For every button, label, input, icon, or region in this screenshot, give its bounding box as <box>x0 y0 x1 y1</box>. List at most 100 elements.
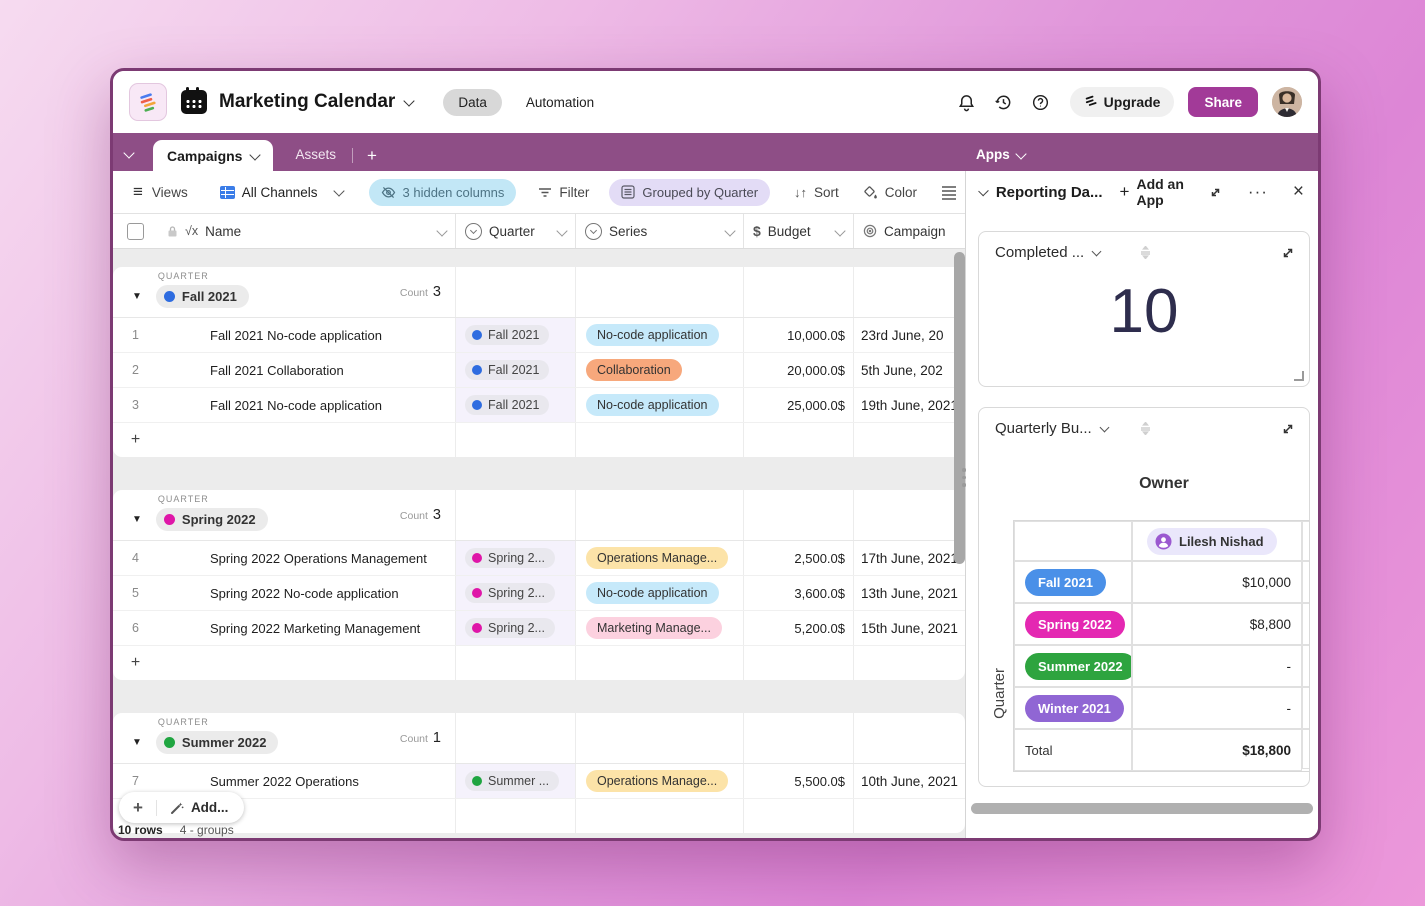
column-header-series[interactable]: Series <box>575 214 743 248</box>
cell-name[interactable]: Summer 2022 Operations <box>210 773 359 789</box>
cell-name[interactable]: Spring 2022 No-code application <box>210 585 399 601</box>
cell-campaign-date[interactable]: 19th June, 2021 <box>853 388 965 422</box>
avatar[interactable] <box>1272 87 1302 117</box>
group-collapse-icon[interactable]: ▼ <box>132 514 142 525</box>
upgrade-button[interactable]: Upgrade <box>1069 87 1175 117</box>
hidden-columns-button[interactable]: 3 hidden columns <box>368 178 517 206</box>
name-column-caret-icon[interactable] <box>436 225 448 237</box>
help-icon[interactable] <box>1030 91 1052 113</box>
metric-card-caret-icon[interactable] <box>1091 246 1102 257</box>
column-header-quarter[interactable]: Quarter <box>455 214 575 248</box>
pivot-card-title[interactable]: Quarterly Bu... <box>995 420 1092 437</box>
cell-campaign-date[interactable]: 23rd June, 20 <box>853 318 965 352</box>
cell-quarter[interactable]: Fall 2021 <box>455 318 575 352</box>
table-row[interactable]: 5 Spring 2022 No-code application Spring… <box>113 576 965 611</box>
pivot-card-caret-icon[interactable] <box>1099 422 1110 433</box>
stackby-logo[interactable] <box>129 83 167 121</box>
cell-name[interactable]: Fall 2021 No-code application <box>210 327 382 343</box>
cell-name[interactable]: Fall 2021 Collaboration <box>210 362 344 378</box>
cell-quarter[interactable]: Spring 2... <box>455 611 575 645</box>
cell-campaign-date[interactable]: 5th June, 202 <box>853 353 965 387</box>
horizontal-scrollbar[interactable] <box>971 803 1313 814</box>
card-expand-icon[interactable] <box>1281 246 1295 260</box>
cell-quarter[interactable]: Fall 2021 <box>455 388 575 422</box>
group-add-row-button[interactable]: + <box>113 646 965 680</box>
series-column-caret-icon[interactable] <box>724 225 736 237</box>
sort-button[interactable]: ↓↑ Sort <box>794 184 839 200</box>
group-add-row-button[interactable]: + <box>113 423 965 457</box>
column-header-budget[interactable]: $ Budget <box>743 214 853 248</box>
group-value-chip[interactable]: Spring 2022 <box>155 508 268 531</box>
share-button[interactable]: Share <box>1188 87 1258 117</box>
tab-campaigns[interactable]: Campaigns <box>153 140 274 171</box>
views-button[interactable]: ≡ Views <box>133 182 188 201</box>
pivot-column-header[interactable]: Lilesh Nishad <box>1132 521 1302 561</box>
cell-quarter[interactable]: Summer ... <box>455 764 575 798</box>
cell-budget[interactable]: 5,200.0$ <box>743 611 853 645</box>
group-value-chip[interactable]: Summer 2022 <box>155 731 279 754</box>
group-collapse-icon[interactable]: ▼ <box>132 291 142 302</box>
cell-budget[interactable]: 20,000.0$ <box>743 353 853 387</box>
add-record-plus-icon[interactable]: + <box>133 797 143 817</box>
grouped-by-button[interactable]: Grouped by Quarter <box>609 178 771 206</box>
card-drag-handle-icon[interactable] <box>1139 422 1152 435</box>
title-chevron-down-icon[interactable] <box>403 94 415 107</box>
cell-campaign-date[interactable]: 17th June, 2021 <box>853 541 965 575</box>
group-value-chip[interactable]: Fall 2021 <box>155 285 249 308</box>
add-button[interactable]: Add... <box>170 800 228 815</box>
notifications-bell-icon[interactable] <box>956 91 978 113</box>
cell-budget[interactable]: 2,500.0$ <box>743 541 853 575</box>
cell-series[interactable]: Collaboration <box>575 353 743 387</box>
table-row[interactable]: 2 Fall 2021 Collaboration Fall 2021 Coll… <box>113 353 965 388</box>
cell-series[interactable]: Operations Manage... <box>575 764 743 798</box>
color-button[interactable]: Color <box>863 185 917 200</box>
view-selector[interactable]: All Channels <box>219 185 345 200</box>
cell-name[interactable]: Spring 2022 Operations Management <box>210 550 427 566</box>
cell-series[interactable]: No-code application <box>575 576 743 610</box>
panel-resize-handle[interactable] <box>962 468 966 487</box>
column-header-name[interactable]: √x Name <box>158 214 455 248</box>
cell-campaign-date[interactable]: 15th June, 2021 <box>853 611 965 645</box>
budget-column-caret-icon[interactable] <box>834 225 846 237</box>
cell-quarter[interactable]: Spring 2... <box>455 541 575 575</box>
add-an-app-button[interactable]: + Add an App <box>1119 176 1184 208</box>
cell-budget[interactable]: 3,600.0$ <box>743 576 853 610</box>
apps-menu[interactable]: Apps <box>976 147 1027 162</box>
vertical-scrollbar[interactable] <box>954 252 965 564</box>
table-row[interactable]: 7 Summer 2022 Operations Summer ... Oper… <box>113 764 965 799</box>
quarter-column-caret-icon[interactable] <box>556 225 568 237</box>
cell-budget[interactable]: 25,000.0$ <box>743 388 853 422</box>
cell-budget[interactable]: 10,000.0$ <box>743 318 853 352</box>
nav-data-pill[interactable]: Data <box>443 88 502 116</box>
cell-name[interactable]: Fall 2021 No-code application <box>210 397 382 413</box>
cell-quarter[interactable]: Spring 2... <box>455 576 575 610</box>
column-header-campaign[interactable]: Campaign <box>853 214 965 248</box>
card-drag-handle-icon[interactable] <box>1139 246 1152 259</box>
filter-button[interactable]: Filter <box>538 185 589 200</box>
cell-series[interactable]: Operations Manage... <box>575 541 743 575</box>
table-row[interactable]: 1 Fall 2021 No-code application Fall 202… <box>113 318 965 353</box>
panel-expand-icon[interactable] <box>1208 185 1223 200</box>
table-row[interactable]: 4 Spring 2022 Operations Management Spri… <box>113 541 965 576</box>
cell-name[interactable]: Spring 2022 Marketing Management <box>210 620 421 636</box>
nav-automation[interactable]: Automation <box>525 94 595 110</box>
add-record-bar[interactable]: + Add... <box>119 792 245 823</box>
card-expand-icon[interactable] <box>1281 422 1295 436</box>
group-collapse-icon[interactable]: ▼ <box>132 737 142 748</box>
card-resize-corner[interactable] <box>1294 371 1304 381</box>
table-row[interactable]: 3 Fall 2021 No-code application Fall 202… <box>113 388 965 423</box>
select-all-cell[interactable] <box>113 214 158 248</box>
tab-assets[interactable]: Assets <box>295 147 336 162</box>
cell-series[interactable]: No-code application <box>575 388 743 422</box>
panel-chevron-down-icon[interactable] <box>978 185 989 197</box>
cell-campaign-date[interactable]: 13th June, 2021 <box>853 576 965 610</box>
table-row[interactable]: 6 Spring 2022 Marketing Management Sprin… <box>113 611 965 646</box>
add-tab-button[interactable]: + <box>366 146 377 165</box>
history-icon[interactable] <box>993 91 1015 113</box>
cell-series[interactable]: No-code application <box>575 318 743 352</box>
select-all-checkbox[interactable] <box>127 222 144 240</box>
cell-budget[interactable]: 5,500.0$ <box>743 764 853 798</box>
metric-card-title[interactable]: Completed ... <box>995 244 1085 261</box>
cell-campaign-date[interactable]: 10th June, 2021 <box>853 764 965 798</box>
cell-quarter[interactable]: Fall 2021 <box>455 353 575 387</box>
